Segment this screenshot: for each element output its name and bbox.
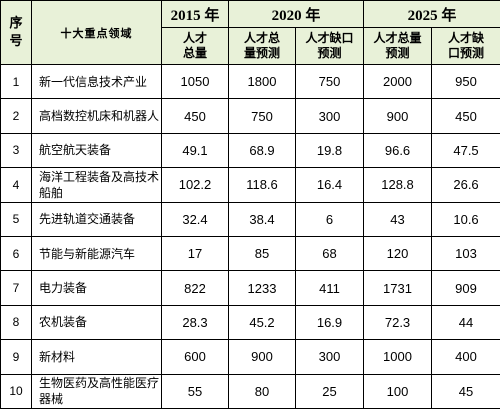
row-field: 节能与新能源汽车 bbox=[31, 235, 162, 272]
cell-2020-gap: 300 bbox=[294, 339, 365, 375]
row-seq: 7 bbox=[0, 270, 32, 306]
header-2020-total-forecast: 人才总 量预测 bbox=[228, 27, 296, 65]
cell-2015-total: 28.3 bbox=[161, 304, 229, 341]
row-field: 新材料 bbox=[31, 339, 162, 375]
cell-2025-total: 1000 bbox=[363, 339, 433, 375]
cell-2020-gap: 300 bbox=[294, 98, 365, 134]
row-field: 海洋工程装备及高技术船舶 bbox=[31, 167, 162, 203]
cell-2020-total: 1233 bbox=[228, 270, 296, 306]
table-row: 3 航空航天装备 49.1 68.9 19.8 96.6 47.5 bbox=[0, 132, 500, 169]
table-row: 9 新材料 600 900 300 1000 400 bbox=[0, 339, 500, 375]
row-seq: 8 bbox=[0, 304, 32, 341]
table-row: 8 农机装备 28.3 45.2 16.9 72.3 44 bbox=[0, 304, 500, 341]
row-field: 新一代信息技术产业 bbox=[31, 63, 162, 100]
cell-2015-total: 822 bbox=[161, 270, 229, 306]
cell-2025-total: 100 bbox=[363, 373, 433, 410]
row-field: 电力装备 bbox=[31, 270, 162, 306]
cell-2025-total: 1731 bbox=[363, 270, 433, 306]
cell-2020-gap: 68 bbox=[294, 235, 365, 272]
table-row: 6 节能与新能源汽车 17 85 68 120 103 bbox=[0, 235, 500, 272]
header-2015-total: 人才 总量 bbox=[161, 27, 229, 65]
header-2025-gap-forecast: 人才缺 口预测 bbox=[431, 27, 500, 65]
row-seq: 6 bbox=[0, 235, 32, 272]
row-seq: 5 bbox=[0, 201, 32, 237]
header-year-2025: 2025 年 bbox=[363, 0, 500, 28]
cell-2020-gap: 750 bbox=[294, 63, 365, 100]
header-field: 十大重点领域 bbox=[31, 0, 162, 65]
table-row: 5 先进轨道交通装备 32.4 38.4 6 43 10.6 bbox=[0, 201, 500, 237]
cell-2015-total: 450 bbox=[161, 98, 229, 134]
row-seq: 2 bbox=[0, 98, 32, 134]
cell-2015-total: 102.2 bbox=[161, 167, 229, 203]
row-seq: 4 bbox=[0, 167, 32, 203]
row-field: 航空航天装备 bbox=[31, 132, 162, 169]
cell-2025-total: 43 bbox=[363, 201, 433, 237]
row-seq: 9 bbox=[0, 339, 32, 375]
cell-2025-gap: 400 bbox=[431, 339, 500, 375]
header-2025-total-forecast: 人才总量 预测 bbox=[363, 27, 433, 65]
table-row: 1 新一代信息技术产业 1050 1800 750 2000 950 bbox=[0, 63, 500, 100]
cell-2020-gap: 411 bbox=[294, 270, 365, 306]
cell-2015-total: 17 bbox=[161, 235, 229, 272]
cell-2020-total: 45.2 bbox=[228, 304, 296, 341]
cell-2015-total: 32.4 bbox=[161, 201, 229, 237]
cell-2025-gap: 10.6 bbox=[431, 201, 500, 237]
row-field: 高档数控机床和机器人 bbox=[31, 98, 162, 134]
cell-2020-total: 80 bbox=[228, 373, 296, 410]
cell-2025-total: 96.6 bbox=[363, 132, 433, 169]
header-year-2020: 2020 年 bbox=[227, 0, 365, 28]
cell-2015-total: 55 bbox=[161, 373, 229, 410]
cell-2020-gap: 16.4 bbox=[294, 167, 365, 203]
cell-2020-total: 118.6 bbox=[228, 167, 296, 203]
cell-2020-gap: 19.8 bbox=[294, 132, 365, 169]
row-field: 生物医药及高性能医疗器械 bbox=[31, 373, 162, 410]
cell-2025-gap: 950 bbox=[431, 63, 500, 100]
cell-2020-total: 1800 bbox=[228, 63, 296, 100]
cell-2015-total: 1050 bbox=[161, 63, 229, 100]
cell-2020-gap: 25 bbox=[294, 373, 365, 410]
row-seq: 1 bbox=[0, 63, 32, 100]
cell-2020-total: 68.9 bbox=[228, 132, 296, 169]
table-row: 2 高档数控机床和机器人 450 750 300 900 450 bbox=[0, 98, 500, 134]
cell-2020-total: 750 bbox=[228, 98, 296, 134]
cell-2020-total: 38.4 bbox=[228, 201, 296, 237]
cell-2025-gap: 909 bbox=[431, 270, 500, 306]
cell-2025-total: 128.8 bbox=[363, 167, 433, 203]
row-field: 先进轨道交通装备 bbox=[31, 201, 162, 237]
row-seq: 3 bbox=[0, 132, 32, 169]
table-row: 4 海洋工程装备及高技术船舶 102.2 118.6 16.4 128.8 26… bbox=[0, 167, 500, 203]
cell-2015-total: 600 bbox=[161, 339, 229, 375]
cell-2025-gap: 47.5 bbox=[431, 132, 500, 169]
cell-2025-total: 120 bbox=[363, 235, 433, 272]
cell-2025-total: 2000 bbox=[363, 63, 433, 100]
table-row: 7 电力装备 822 1233 411 1731 909 bbox=[0, 270, 500, 306]
table-row: 10 生物医药及高性能医疗器械 55 80 25 100 45 bbox=[0, 373, 500, 410]
cell-2025-gap: 44 bbox=[431, 304, 500, 341]
cell-2025-gap: 103 bbox=[431, 235, 500, 272]
cell-2025-total: 72.3 bbox=[363, 304, 433, 341]
cell-2020-gap: 16.9 bbox=[294, 304, 365, 341]
cell-2020-gap: 6 bbox=[294, 201, 365, 237]
cell-2025-gap: 26.6 bbox=[431, 167, 500, 203]
cell-2020-total: 85 bbox=[228, 235, 296, 272]
header-2020-gap-forecast: 人才缺口 预测 bbox=[294, 27, 365, 65]
cell-2015-total: 49.1 bbox=[161, 132, 229, 169]
header-seq: 序 号 bbox=[0, 0, 32, 65]
cell-2025-gap: 45 bbox=[431, 373, 500, 410]
header-year-2015: 2015 年 bbox=[161, 0, 229, 28]
cell-2025-total: 900 bbox=[363, 98, 433, 134]
cell-2025-gap: 450 bbox=[431, 98, 500, 134]
row-seq: 10 bbox=[0, 373, 32, 410]
cell-2020-total: 900 bbox=[228, 339, 296, 375]
row-field: 农机装备 bbox=[31, 304, 162, 341]
